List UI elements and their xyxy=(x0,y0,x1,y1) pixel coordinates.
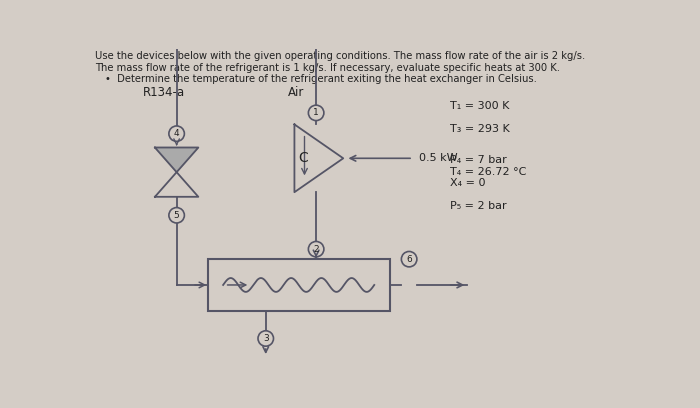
Text: X₄ = 0: X₄ = 0 xyxy=(450,178,486,188)
Text: 2: 2 xyxy=(314,245,319,254)
Circle shape xyxy=(309,105,324,121)
Text: Air: Air xyxy=(288,86,304,99)
Polygon shape xyxy=(295,124,343,192)
Text: R134-a: R134-a xyxy=(144,86,186,99)
Text: 3: 3 xyxy=(263,334,269,343)
Text: 4: 4 xyxy=(174,129,179,138)
Text: •  Determine the temperature of the refrigerant exiting the heat exchanger in Ce: • Determine the temperature of the refri… xyxy=(104,74,536,84)
Text: P₅ = 2 bar: P₅ = 2 bar xyxy=(450,202,507,211)
Polygon shape xyxy=(155,172,198,197)
Circle shape xyxy=(169,208,184,223)
Text: 6: 6 xyxy=(406,255,412,264)
Circle shape xyxy=(258,331,274,346)
Bar xyxy=(208,259,390,311)
Text: T₁ = 300 K: T₁ = 300 K xyxy=(450,101,510,111)
Text: 0.5 kW: 0.5 kW xyxy=(419,153,458,163)
Text: 1: 1 xyxy=(314,109,319,118)
Text: P₄ = 7 bar: P₄ = 7 bar xyxy=(450,155,507,165)
Circle shape xyxy=(309,242,324,257)
Text: C: C xyxy=(298,151,308,165)
Text: 5: 5 xyxy=(174,211,179,220)
Polygon shape xyxy=(155,148,198,172)
Text: T₃ = 293 K: T₃ = 293 K xyxy=(450,124,510,134)
Text: T₄ = 26.72 °C: T₄ = 26.72 °C xyxy=(450,167,526,177)
Text: Use the devices below with the given operating conditions. The mass flow rate of: Use the devices below with the given ope… xyxy=(95,51,585,61)
Circle shape xyxy=(401,251,417,267)
Text: The mass flow rate of the refrigerant is 1 kg/s. If necessary, evaluate specific: The mass flow rate of the refrigerant is… xyxy=(95,63,560,73)
Circle shape xyxy=(169,126,184,141)
